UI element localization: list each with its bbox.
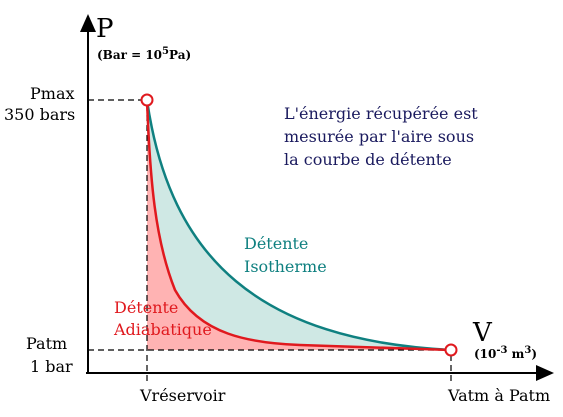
x-unit-exp2: 3 [524, 345, 532, 356]
adiabatic-curve [145, 99, 452, 352]
isotherm-label-2: Isotherme [244, 257, 327, 276]
note-line-2: mesurée par l'aire sous [284, 127, 475, 146]
x-unit-exp1: -3 [496, 345, 508, 356]
note-line-1: L'énergie récupérée est [284, 104, 478, 123]
patm-label-1: Patm [26, 334, 68, 353]
patm-point [444, 343, 458, 357]
x-axis-symbol: V [473, 318, 492, 348]
pmax-label-1: Pmax [30, 84, 75, 103]
adiabatic-label-2: Adiabatique [114, 320, 212, 339]
note-line-3: la courbe de détente [284, 150, 452, 169]
y-axis-unit: (Bar = 105Pa) [97, 46, 191, 62]
isotherm-curve [145, 99, 452, 352]
y-unit-exp: 5 [162, 46, 169, 57]
x-unit-suffix: ) [531, 347, 538, 361]
pmax-point [140, 93, 154, 107]
isotherm-label-1: Détente [244, 234, 309, 253]
patm-label-2: 1 bar [30, 357, 73, 376]
x-unit-prefix: (10 [474, 347, 497, 361]
isotherm-area [147, 100, 451, 350]
vreservoir-label: Vréservoir [140, 386, 226, 405]
y-unit-prefix: (Bar = 10 [97, 48, 163, 62]
vatm-label: Vatm à Patm [448, 386, 551, 405]
adiabatic-label-1: Détente [114, 298, 179, 317]
pmax-label-2: 350 bars [4, 105, 76, 124]
x-axis-unit: (10-3 m3) [474, 345, 537, 361]
y-unit-suffix: Pa) [169, 48, 192, 62]
adiabatic-area [147, 100, 451, 350]
x-unit-mid: m [507, 347, 525, 361]
y-axis-symbol: P [96, 14, 114, 44]
